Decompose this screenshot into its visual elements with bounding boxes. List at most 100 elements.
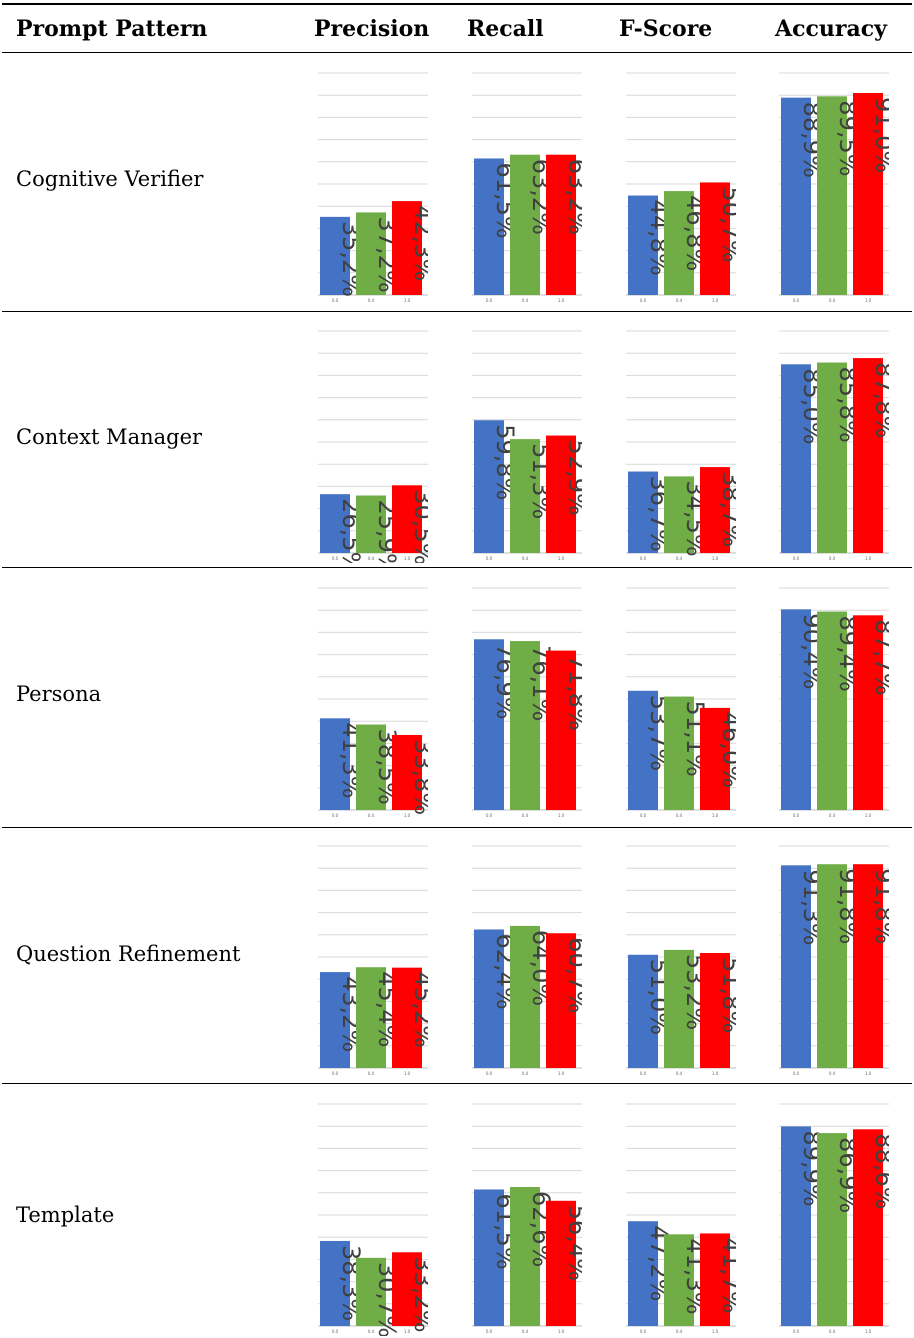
bar-chart-recall-cognitive-verifier: 61,5% 0.0 63,2% 0.4 63,2% 1.0 [472,58,582,305]
bar-chart-precision-cognitive-verifier: 35,2% 0.0 37,2% 0.4 42,3% 1.0 [318,58,428,305]
chart-svg: 61,5%0.062,6%0.456,4%1.0 [472,1089,582,1336]
x-tick-label: 0.0 [486,556,493,561]
x-tick-label: 0.0 [486,1329,493,1334]
x-tick-label: 0.4 [522,298,529,303]
chart-svg: 44,8%0.046,8%0.450,7%1.0 [626,58,736,305]
chart-svg: 51,0%0.053,2%0.451,8%1.0 [626,831,736,1078]
bar-chart-f-score-question-refinement: 51,0% 0.0 53,2% 0.4 51,8% 1.0 [626,831,736,1078]
bar-value-label: 38,7% [717,471,736,547]
row-separator [2,1083,912,1084]
bar-value-label: 45,2% [409,972,428,1048]
x-tick-label: 1.0 [712,556,719,561]
bar-chart-accuracy-context-manager: 85,0% 0.0 85,8% 0.4 87,8% 1.0 [779,316,889,563]
x-tick-label: 0.0 [640,298,647,303]
x-tick-label: 0.0 [793,298,800,303]
chart-svg: 36,7%0.034,5%0.438,7%1.0 [626,316,736,563]
bar-chart-precision-persona: 41,3% 0.0 38,5% 0.4 33,8% 1.0 [318,573,428,820]
x-tick-label: 0.4 [522,556,529,561]
x-tick-label: 1.0 [865,298,872,303]
bar-chart-accuracy-question-refinement: 91,3% 0.0 91,8% 0.4 91,8% 1.0 [779,831,889,1078]
x-tick-label: 0.0 [640,1071,647,1076]
x-tick-label: 1.0 [712,813,719,818]
chart-svg: 26,5%0.0 25,9%0.4 30,5%1.0 [318,316,428,563]
x-tick-label: 0.0 [332,1071,339,1076]
x-tick-label: 1.0 [712,298,719,303]
x-tick-label: 1.0 [404,298,411,303]
x-tick-label: 0.4 [522,1329,529,1334]
x-tick-label: 0.4 [368,1329,375,1334]
x-tick-label: 1.0 [404,1071,411,1076]
chart-svg: 85,0%0.085,8%0.487,8%1.0 [779,316,889,563]
bar-chart-f-score-template: 47,2% 0.0 41,3% 0.4 41,7% 1.0 [626,1089,736,1336]
row-label-context-manager: Context Manager [16,425,202,449]
x-tick-label: 0.0 [793,556,800,561]
x-tick-label: 1.0 [404,1329,411,1334]
bar-chart-f-score-cognitive-verifier: 44,8% 0.0 46,8% 0.4 50,7% 1.0 [626,58,736,305]
x-tick-label: 0.0 [332,813,339,818]
x-tick-label: 0.0 [793,1071,800,1076]
bar-chart-precision-template: 38,3% 0.0 30,7% 0.4 33,2% 1.0 [318,1089,428,1336]
x-tick-label: 0.0 [640,1329,647,1334]
chart-svg: 43,2%0.045,4%0.445,2%1.0 [318,831,428,1078]
header-precision: Precision [314,16,429,42]
x-tick-label: 1.0 [558,1329,565,1334]
chart-svg: 35,2%0.037,2%0.442,3%1.0 [318,58,428,305]
bar-chart-accuracy-template: 89,9% 0.0 86,9% 0.4 88,6% 1.0 [779,1089,889,1336]
row-separator [2,311,912,312]
row-separator [2,827,912,828]
bar-value-label: 33,8% [409,739,428,815]
row-label-question-refinement: Question Refinement [16,942,240,966]
x-tick-label: 1.0 [712,1329,719,1334]
bar-value-label: 46,0% [717,712,736,788]
row-separator [2,567,912,568]
bar-chart-recall-question-refinement: 62,4% 0.0 64,0% 0.4 60,7% 1.0 [472,831,582,1078]
x-tick-label: 0.4 [829,1071,836,1076]
x-tick-label: 0.4 [676,1071,683,1076]
bar-chart-f-score-context-manager: 36,7% 0.0 34,5% 0.4 38,7% 1.0 [626,316,736,563]
bar-chart-recall-persona: 76,9% 0.0 76,1% 0.4 71,8% 1.0 [472,573,582,820]
bar-chart-precision-question-refinement: 43,2% 0.0 45,4% 0.4 45,2% 1.0 [318,831,428,1078]
bar-value-label: 87,7% [870,619,889,695]
x-tick-label: 0.0 [640,556,647,561]
x-tick-label: 0.4 [522,813,529,818]
chart-svg: 89,9%0.086,9%0.488,6%1.0 [779,1089,889,1336]
bar-value-label: 91,0% [870,97,889,173]
chart-svg: 76,9%0.076,1%0.471,8%1.0 [472,573,582,820]
x-tick-label: 1.0 [558,298,565,303]
chart-svg: 90,4%0.089,4%0.487,7%1.0 [779,573,889,820]
x-tick-label: 1.0 [865,556,872,561]
bar-chart-accuracy-persona: 90,4% 0.0 89,4% 0.4 87,7% 1.0 [779,573,889,820]
header-f-score: F-Score [619,16,712,42]
bar-value-label: 51,8% [717,957,736,1033]
x-tick-label: 0.0 [332,1329,339,1334]
bar-value-label: 50,7% [717,186,736,262]
x-tick-label: 1.0 [558,1071,565,1076]
bar-value-label: 60,7% [563,937,582,1013]
x-tick-label: 1.0 [404,813,411,818]
header-prompt-pattern: Prompt Pattern [16,16,207,42]
chart-svg: 41,3%0.038,5%0.433,8%1.0 [318,573,428,820]
x-tick-label: 0.0 [332,298,339,303]
x-tick-label: 0.4 [368,556,375,561]
row-label-persona: Persona [16,682,101,706]
x-tick-label: 1.0 [865,1329,872,1334]
x-tick-label: 0.4 [676,1329,683,1334]
x-tick-label: 0.0 [793,813,800,818]
bar-value-label: 63,2% [563,159,582,235]
x-tick-label: 0.0 [486,298,493,303]
bar-value-label: 56,4% [563,1205,582,1281]
x-tick-label: 0.0 [793,1329,800,1334]
chart-svg: 53,7%0.051,1%0.446,0%1.0 [626,573,736,820]
bar-value-label: 91,8% [870,868,889,944]
x-tick-label: 1.0 [558,556,565,561]
x-tick-label: 1.0 [558,813,565,818]
x-tick-label: 0.4 [368,813,375,818]
bar-chart-recall-template: 61,5% 0.0 62,6% 0.4 56,4% 1.0 [472,1089,582,1336]
x-tick-label: 1.0 [712,1071,719,1076]
chart-svg: 62,4%0.064,0%0.460,7%1.0 [472,831,582,1078]
bar-value-label: 42,3% [409,205,428,281]
x-tick-label: 0.4 [829,1329,836,1334]
chart-svg: 38,3%0.0 30,7%0.4 33,2%1.0 [318,1089,428,1336]
x-tick-label: 0.4 [676,813,683,818]
x-tick-label: 0.4 [676,298,683,303]
